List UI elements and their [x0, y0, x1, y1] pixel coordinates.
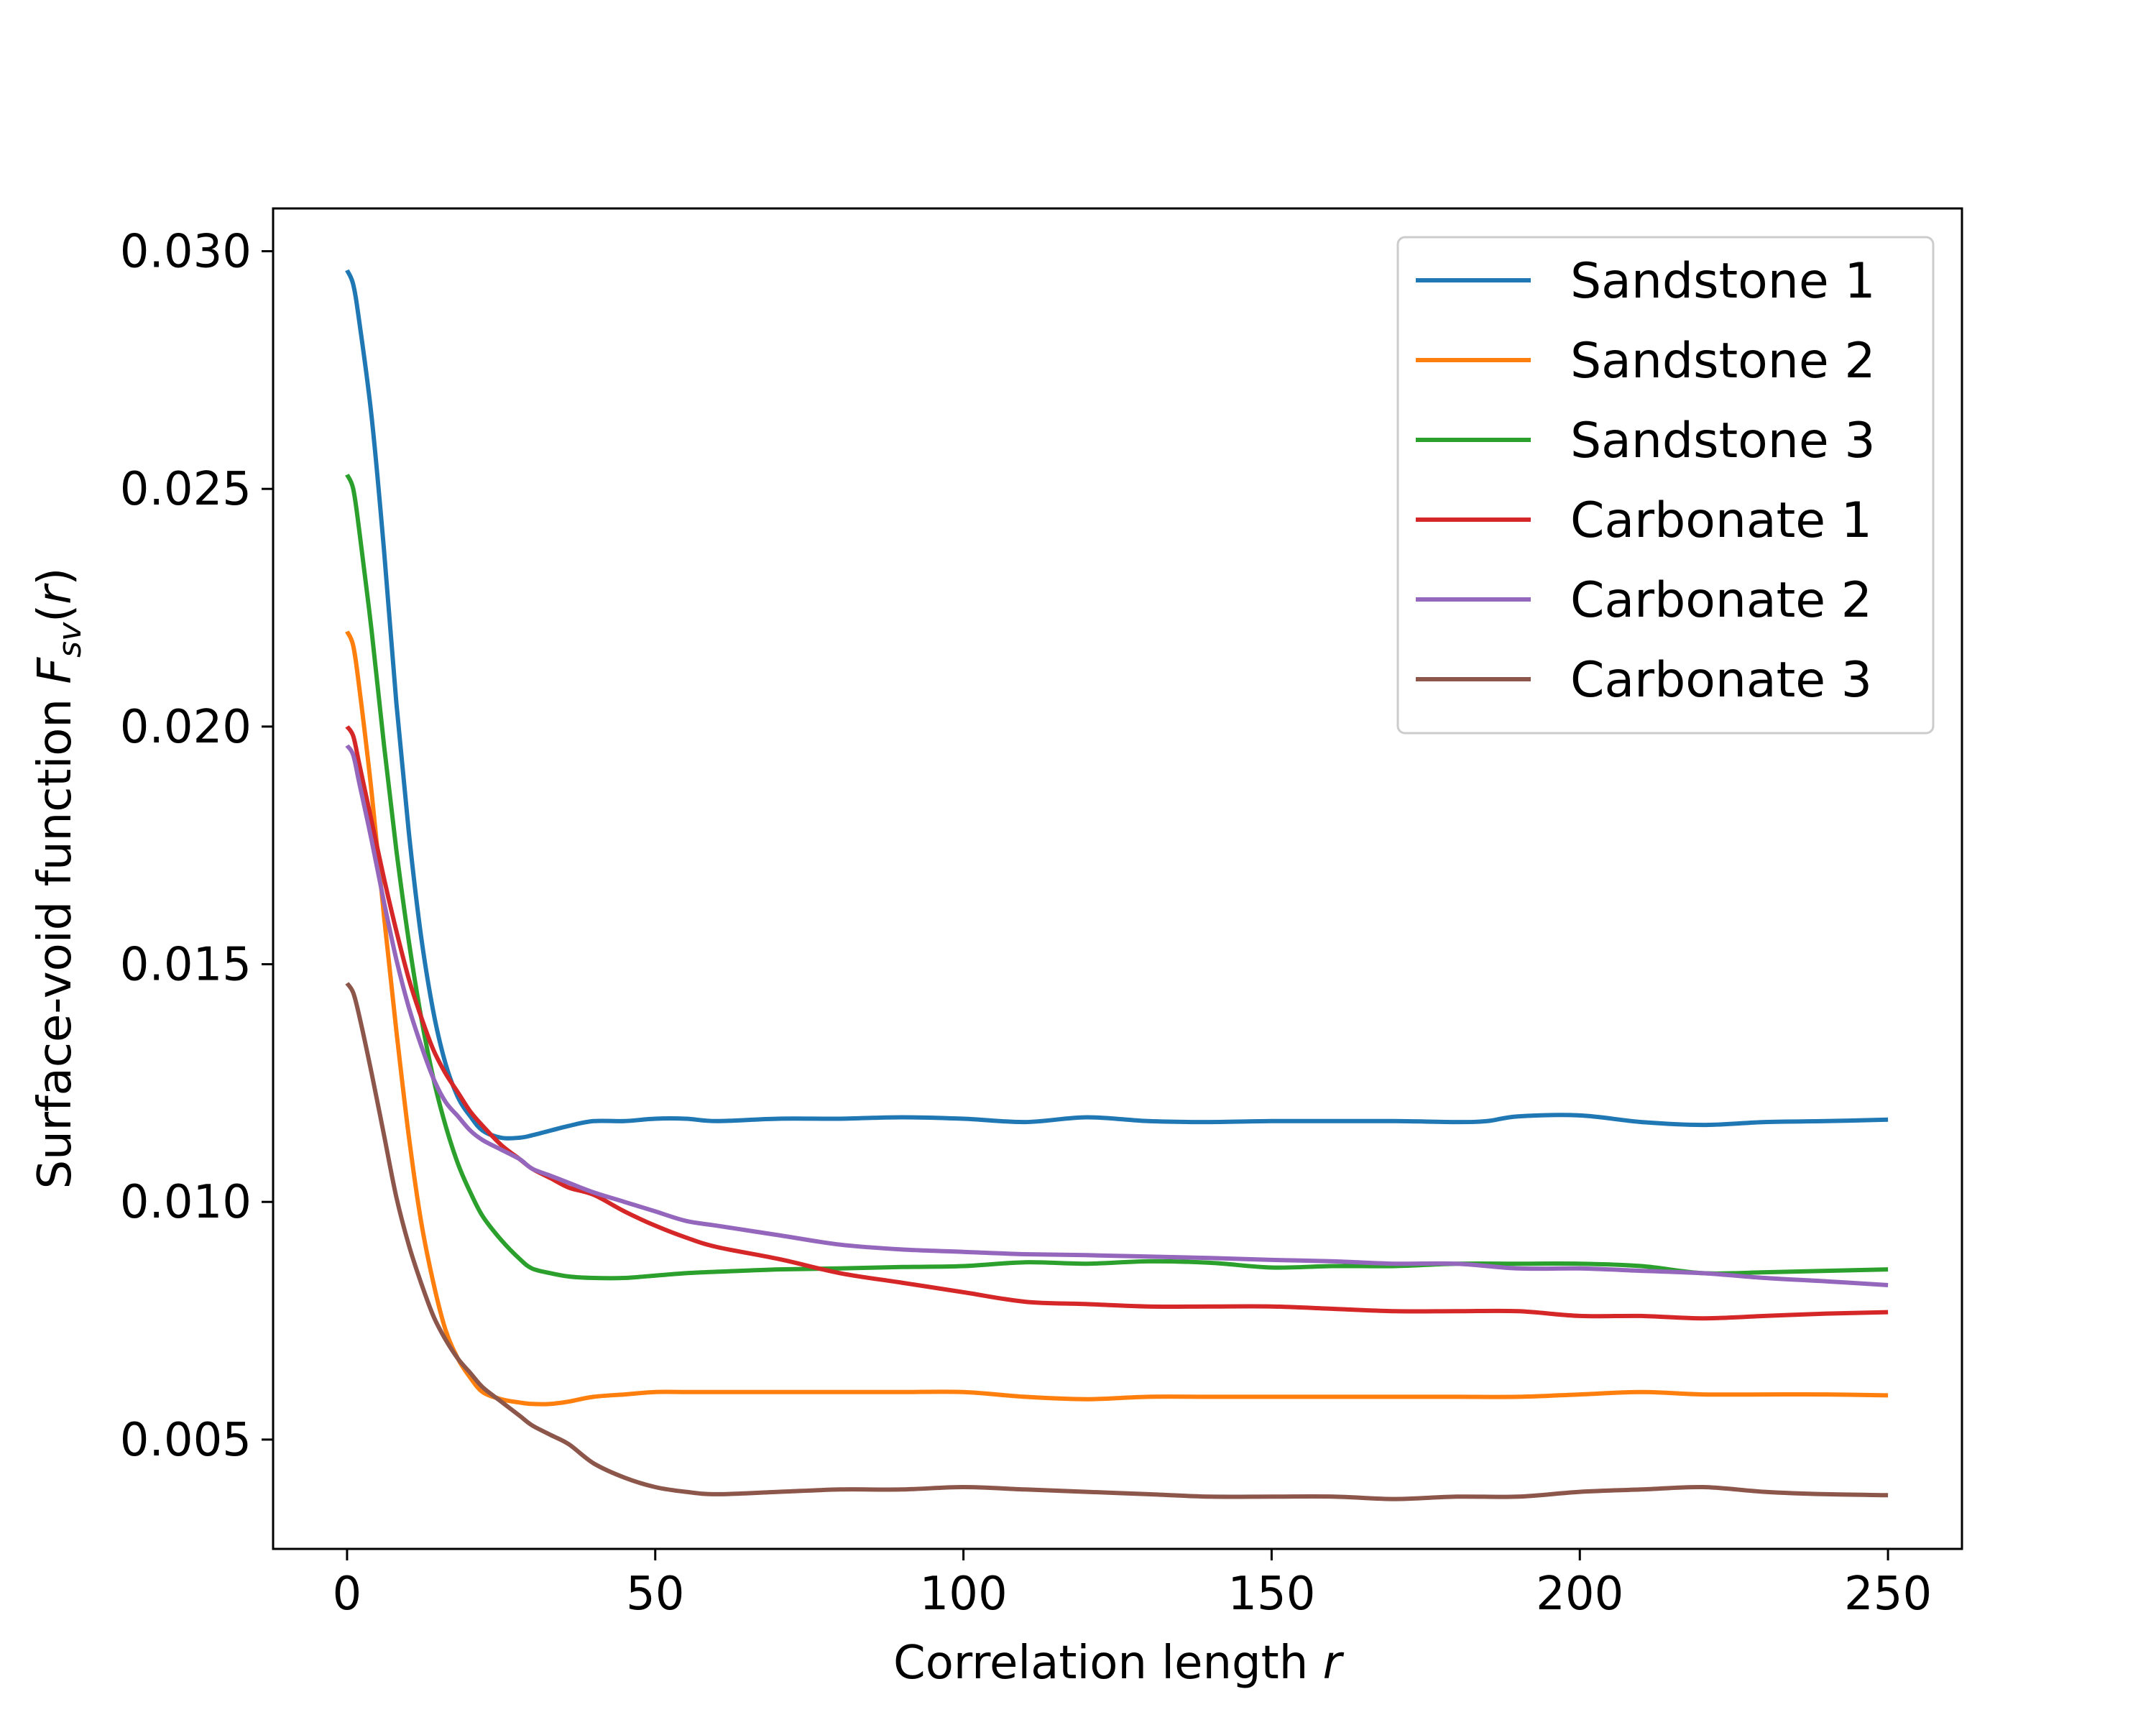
legend-label-carbonate-3: Carbonate 3 [1570, 652, 1872, 709]
y-tick-label: 0.015 [120, 939, 252, 992]
legend: Sandstone 1 Sandstone 2 Sandstone 3 Carbona… [1396, 236, 1935, 735]
x-axis-title-text: Correlation length [893, 1637, 1308, 1690]
y-tick-label: 0.025 [120, 463, 252, 516]
legend-label-carbonate-2: Carbonate 2 [1570, 572, 1872, 629]
y-axis-title-open-paren: ( [29, 604, 82, 622]
y-tick-label: 0.020 [120, 701, 252, 754]
x-tick-label: 50 [626, 1568, 684, 1621]
legend-items: Sandstone 1 Sandstone 2 Sandstone 3 Carbona… [1416, 253, 1876, 709]
legend-frame [1396, 236, 1935, 735]
y-axis-title-argument: r [29, 583, 82, 604]
plot-frame [272, 207, 1963, 1550]
y-axis-title-subscript: sv [52, 622, 88, 658]
legend-label-sandstone-1: Sandstone 1 [1570, 253, 1876, 310]
series-line-carbonate-1 [345, 725, 1889, 1321]
series-line-sandstone-2 [345, 630, 1889, 1407]
y-tick-label: 0.010 [120, 1176, 252, 1229]
x-tick-label: 0 [333, 1568, 362, 1621]
x-tick-label: 250 [1844, 1568, 1932, 1621]
y-axis-title: Surface-void function Fsv(r) [29, 568, 88, 1190]
series-layer [345, 269, 1889, 1501]
series-line-sandstone-1 [345, 269, 1889, 1141]
legend-label-sandstone-2: Sandstone 2 [1570, 333, 1876, 390]
y-axis-title-text: Surface-void function [29, 699, 82, 1189]
x-tick-label: 150 [1227, 1568, 1315, 1621]
y-axis-title-symbol: F [29, 657, 82, 684]
x-axis: 0 50 100 150 200 250 [333, 1549, 1932, 1621]
y-tick-label: 0.005 [120, 1414, 252, 1467]
series-line-carbonate-2 [345, 744, 1889, 1287]
x-tick-label: 200 [1536, 1568, 1623, 1621]
x-axis-title-variable: r [1323, 1637, 1345, 1690]
x-axis-title: Correlation length r [893, 1637, 1345, 1690]
legend-label-sandstone-3: Sandstone 3 [1570, 413, 1876, 469]
y-axis: 0.005 0.010 0.015 0.020 0.025 0.030 [120, 226, 273, 1467]
series-line-carbonate-3 [345, 982, 1889, 1501]
legend-label-carbonate-1: Carbonate 1 [1570, 492, 1872, 549]
x-tick-label: 100 [920, 1568, 1008, 1621]
y-axis-title-close-paren: ) [29, 568, 82, 586]
y-tick-label: 0.030 [120, 226, 252, 279]
